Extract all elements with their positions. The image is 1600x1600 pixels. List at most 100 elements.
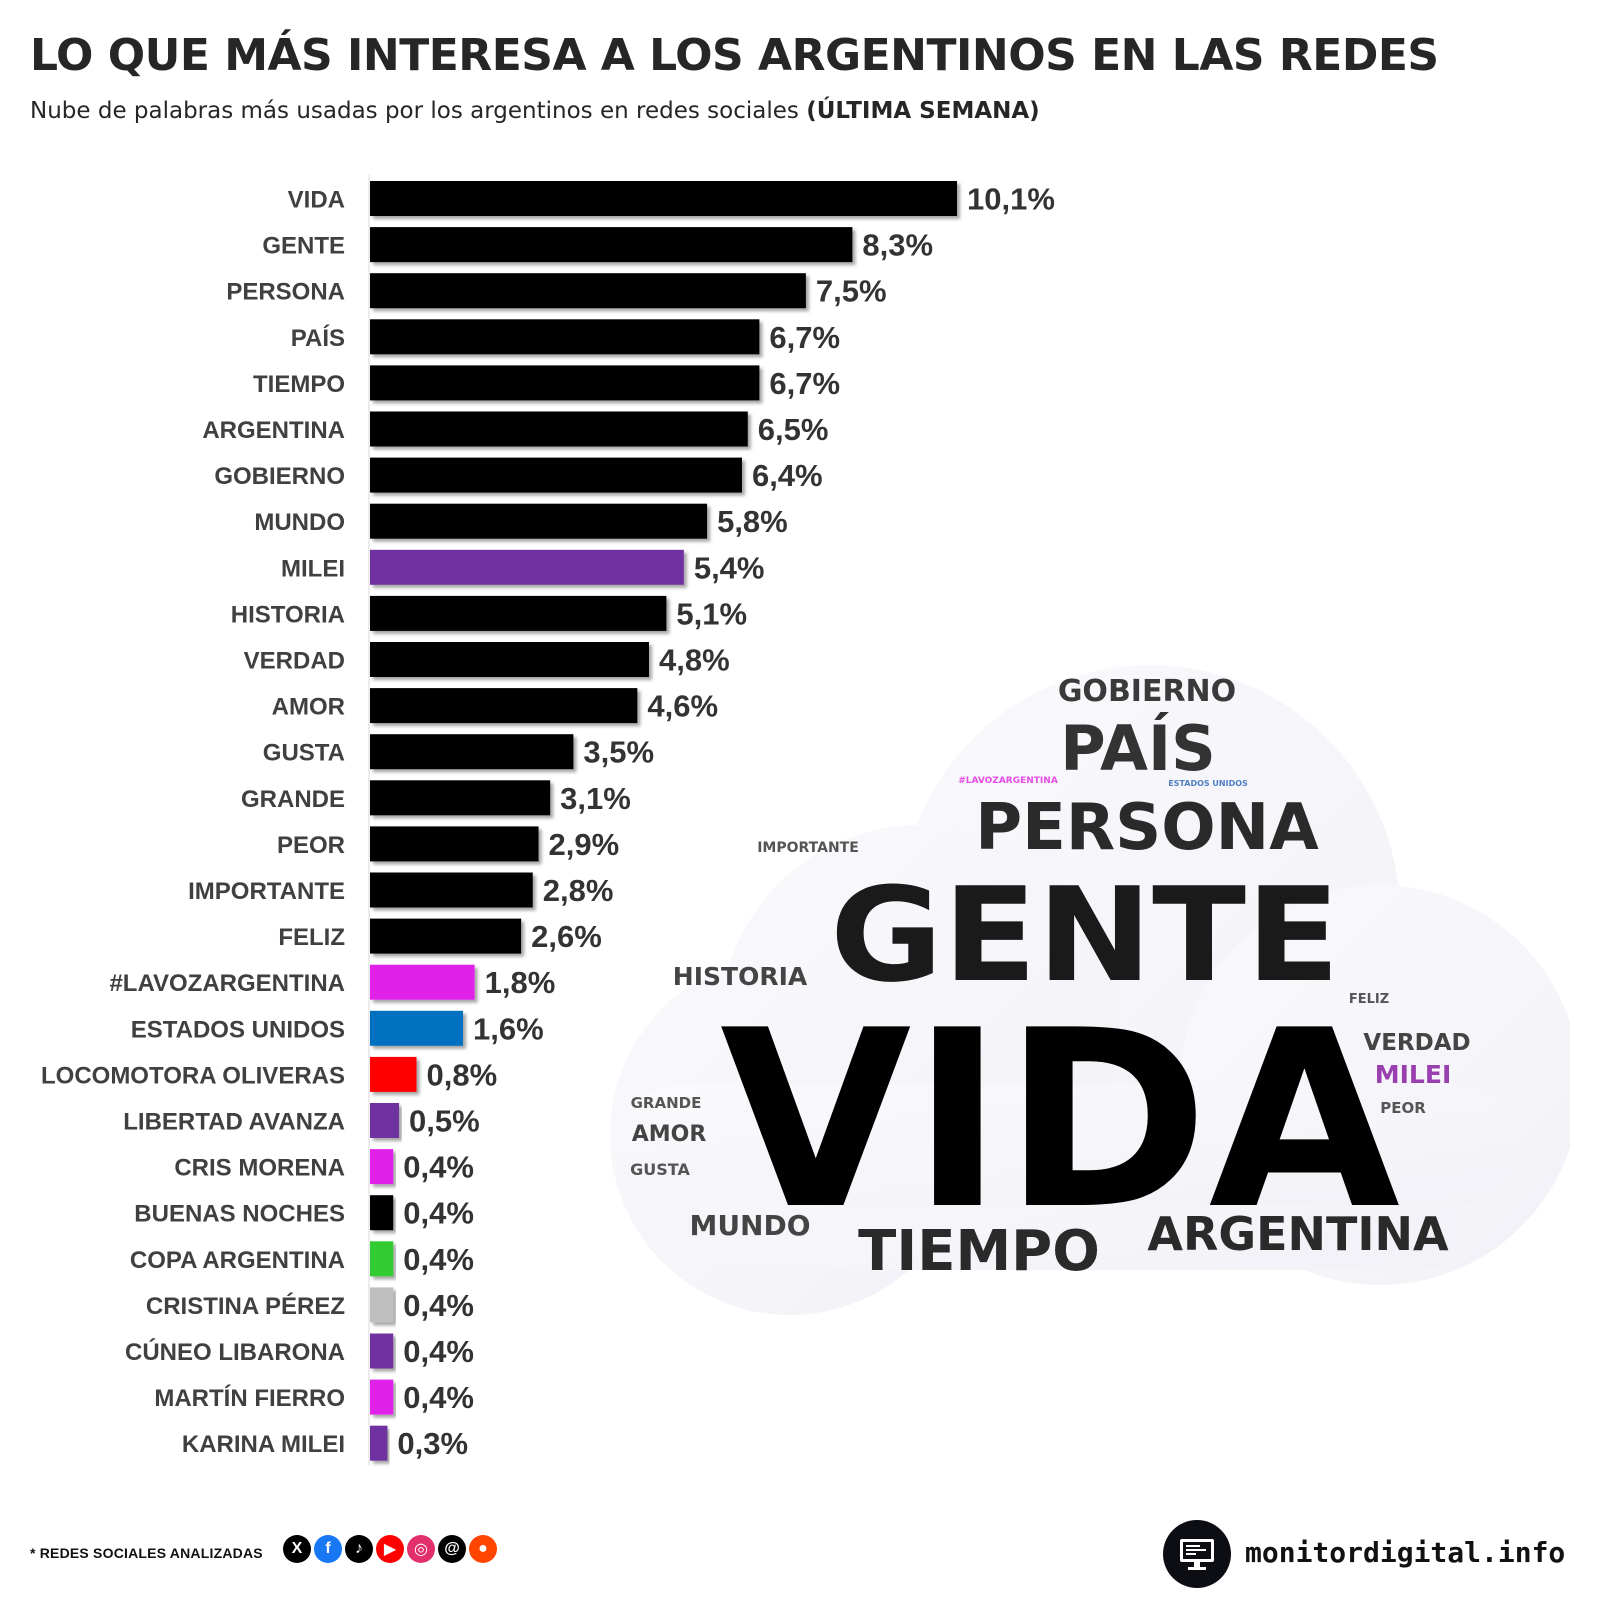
cloud-word-estados-unidos: ESTADOS UNIDOS (1168, 779, 1248, 788)
bar-gusta (370, 734, 574, 770)
cloud-word-gusta: GUSTA (630, 1160, 690, 1179)
page-subtitle: Nube de palabras más usadas por los arge… (30, 98, 1040, 124)
value-label-país: 6,7% (769, 320, 840, 355)
category-label-argentina: ARGENTINA (202, 417, 345, 444)
bar-locomotora-oliveras (370, 1056, 417, 1092)
category-label-martín-fierro: MARTÍN FIERRO (154, 1384, 345, 1412)
category-label-feliz: FELIZ (278, 924, 345, 951)
bar-importante (370, 872, 533, 908)
value-label-lavozargentina: 1,8% (485, 965, 556, 1000)
bar-estados-unidos (370, 1010, 463, 1046)
value-label-cúneo-libarona: 0,4% (403, 1334, 474, 1369)
category-label-cristina-pérez: CRISTINA PÉREZ (146, 1292, 345, 1320)
value-label-buenas-noches: 0,4% (403, 1196, 474, 1231)
bar-historia (370, 595, 667, 631)
value-label-martín-fierro: 0,4% (403, 1380, 474, 1415)
bar-cris-morena (370, 1149, 394, 1185)
category-label-historia: HISTORIA (231, 601, 345, 628)
value-label-milei: 5,4% (694, 550, 765, 585)
value-label-mundo: 5,8% (717, 504, 788, 539)
cloud-words: GOBIERNO PAÍS #LAVOZARGENTINA ESTADOS UN… (630, 674, 1470, 1284)
value-label-tiempo: 6,7% (769, 366, 840, 401)
bar-verdad (370, 642, 649, 677)
value-label-peor: 2,9% (549, 827, 620, 862)
category-label-estados-unidos: ESTADOS UNIDOS (131, 1016, 345, 1043)
subtitle-period: (ÚLTIMA SEMANA) (806, 98, 1040, 124)
cloud-word-argentina: ARGENTINA (1147, 1207, 1449, 1261)
threads-icon: @ (438, 1535, 466, 1563)
cloud-shape (610, 665, 1570, 1315)
value-label-historia: 5,1% (676, 596, 747, 631)
cloud-word-grande: GRANDE (631, 1094, 702, 1112)
category-label-milei: MILEI (281, 555, 345, 582)
category-label-cris-morena: CRIS MORENA (174, 1155, 345, 1182)
category-label-lavozargentina: #LAVOZARGENTINA (109, 970, 345, 997)
word-cloud: GOBIERNO PAÍS #LAVOZARGENTINA ESTADOS UN… (610, 665, 1570, 1315)
category-label-cúneo-libarona: CÚNEO LIBARONA (125, 1338, 345, 1366)
category-label-grande: GRANDE (241, 786, 345, 813)
value-label-estados-unidos: 1,6% (473, 1011, 544, 1046)
value-label-copa-argentina: 0,4% (403, 1242, 474, 1277)
category-label-peor: PEOR (277, 832, 345, 859)
cloud-word-milei: MILEI (1375, 1060, 1452, 1089)
category-label-verdad: VERDAD (244, 648, 345, 675)
bar-feliz (370, 918, 522, 954)
value-label-feliz: 2,6% (531, 919, 602, 954)
bar-gobierno (370, 457, 742, 493)
bar-cristina-pérez (370, 1287, 394, 1323)
value-label-importante: 2,8% (543, 873, 614, 908)
subtitle-text: Nube de palabras más usadas por los arge… (30, 98, 799, 124)
value-label-gobierno: 6,4% (752, 458, 823, 493)
bar-karina-milei (370, 1425, 388, 1461)
cloud-word-verdad: VERDAD (1363, 1030, 1470, 1056)
bar-argentina (370, 411, 748, 447)
monitor-icon (1163, 1520, 1231, 1588)
bar-lavozargentina (370, 964, 475, 1000)
bar-peor (370, 826, 539, 862)
cloud-word-mundo: MUNDO (689, 1209, 810, 1242)
brand-name: monitordigital.info (1245, 1536, 1566, 1569)
bar-gente (370, 227, 853, 263)
bar-vida (370, 181, 957, 216)
category-label-gobierno: GOBIERNO (214, 463, 345, 490)
value-label-locomotora-oliveras: 0,8% (426, 1057, 497, 1092)
bar-milei (370, 549, 684, 585)
x-icon: X (283, 1535, 311, 1563)
page-title: LO QUE MÁS INTERESA A LOS ARGENTINOS EN … (30, 30, 1439, 81)
category-label-karina-milei: KARINA MILEI (182, 1431, 345, 1458)
bar-país (370, 319, 760, 355)
category-label-libertad-avanza: LIBERTAD AVANZA (123, 1109, 345, 1136)
bar-buenas-noches (370, 1195, 394, 1231)
category-label-gente: GENTE (262, 233, 345, 260)
cloud-word-feliz: FELIZ (1349, 992, 1389, 1007)
bar-copa-argentina (370, 1241, 394, 1277)
category-label-locomotora-oliveras: LOCOMOTORA OLIVERAS (41, 1062, 345, 1089)
cloud-word-vida: VIDA (720, 978, 1400, 1263)
value-label-vida: 10,1% (967, 182, 1055, 217)
cloud-word-pais: PAÍS (1060, 712, 1215, 785)
youtube-icon: ▶ (376, 1535, 404, 1563)
bar-amor (370, 688, 638, 724)
cloud-word-importante: IMPORTANTE (757, 840, 859, 856)
value-label-libertad-avanza: 0,5% (409, 1104, 480, 1139)
value-label-grande: 3,1% (560, 781, 631, 816)
bar-cúneo-libarona (370, 1333, 394, 1369)
cloud-word-amor: AMOR (632, 1122, 707, 1147)
category-label-gusta: GUSTA (263, 740, 345, 767)
bar-chart: VIDA 10,1% GENTE 8,3% PERSONA 7,5% PAÍS 6,7% TIE… (41, 175, 1055, 1466)
value-label-verdad: 4,8% (659, 643, 730, 678)
instagram-icon: ◎ (407, 1535, 435, 1563)
value-label-cris-morena: 0,4% (403, 1150, 474, 1185)
bar-grande (370, 780, 551, 816)
bar-martín-fierro (370, 1379, 394, 1415)
bar-mundo (370, 503, 708, 539)
value-label-gente: 8,3% (862, 228, 933, 263)
value-label-karina-milei: 0,3% (397, 1426, 468, 1461)
category-label-mundo: MUNDO (254, 509, 345, 536)
facebook-icon: f (314, 1535, 342, 1563)
bar-tiempo (370, 365, 760, 401)
bar-persona (370, 273, 806, 309)
category-label-buenas-noches: BUENAS NOCHES (134, 1201, 345, 1228)
category-label-persona: PERSONA (226, 279, 345, 306)
